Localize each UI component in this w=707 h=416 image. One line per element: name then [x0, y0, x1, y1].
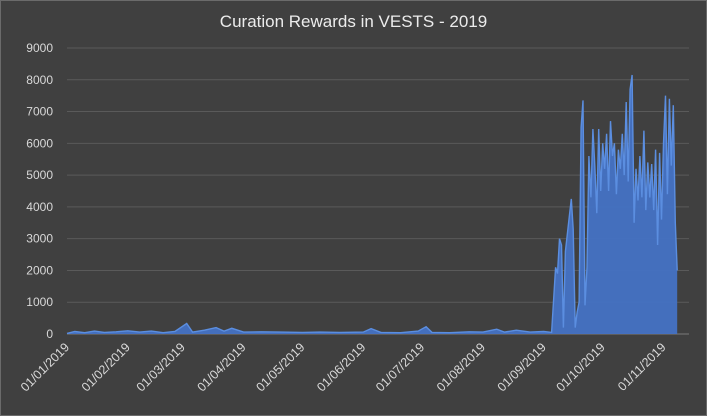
x-tick-label: 01/06/2019 [314, 340, 368, 394]
x-tick-label: 01/08/2019 [434, 340, 488, 394]
y-tick-label: 7000 [26, 105, 53, 119]
series-area [66, 74, 678, 335]
x-tick-label: 01/05/2019 [253, 340, 307, 394]
x-tick-label: 01/02/2019 [79, 340, 133, 394]
series-area-fill [67, 75, 678, 334]
x-tick-label: 01/11/2019 [615, 340, 669, 394]
series-line [66, 74, 678, 335]
y-tick-label: 9000 [26, 41, 53, 55]
y-tick-label: 4000 [26, 200, 53, 214]
y-tick-label: 6000 [26, 136, 53, 150]
y-tick-label: 0 [46, 327, 53, 341]
y-tick-label: 2000 [26, 263, 53, 277]
y-tick-label: 5000 [26, 168, 53, 182]
x-tick-label: 01/10/2019 [554, 340, 608, 394]
x-tick-label: 01/01/2019 [18, 340, 72, 394]
y-tick-label: 1000 [26, 295, 53, 309]
y-tick-label: 3000 [26, 232, 53, 246]
chart-title: Curation Rewards in VESTS - 2019 [219, 12, 488, 31]
x-tick-label: 01/04/2019 [195, 340, 249, 394]
y-tick-label: 8000 [26, 73, 53, 87]
x-tick-label: 01/07/2019 [373, 340, 427, 394]
x-tick-label: 01/03/2019 [134, 340, 188, 394]
x-axis-tick-labels: 01/01/2019 01/02/2019 01/03/2019 01/04/2019… [18, 340, 669, 394]
x-tick-label: 01/09/2019 [495, 340, 549, 394]
y-axis-tick-labels: 0 1000 2000 3000 4000 5000 6000 7000 8000 9000 [26, 41, 53, 341]
